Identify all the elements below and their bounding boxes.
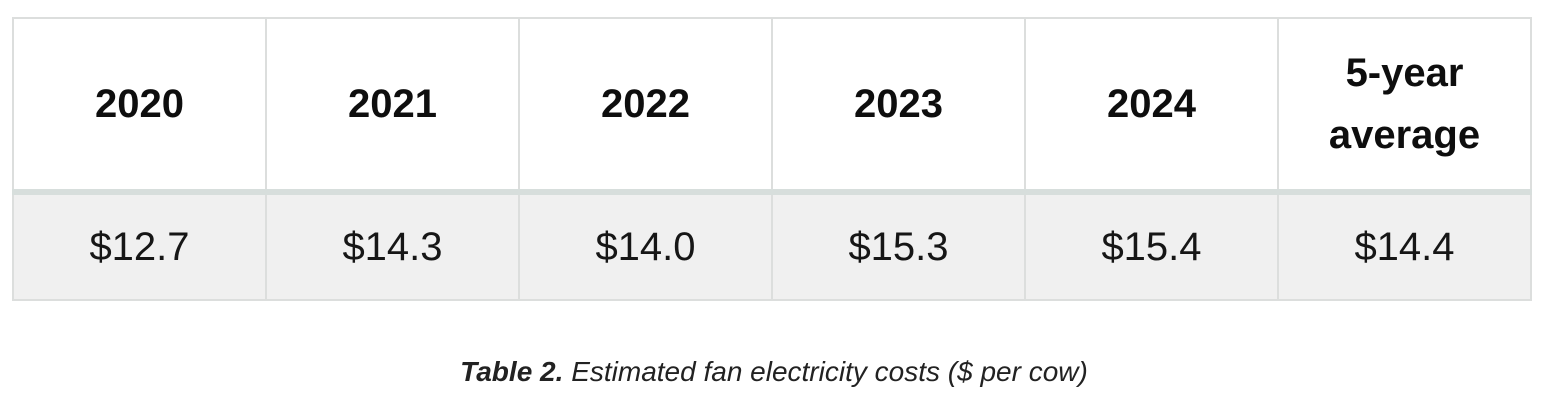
cell-2024: $15.4 bbox=[1024, 191, 1279, 301]
header-5-year-average: 5-year average bbox=[1277, 17, 1532, 195]
cell-5-year-average: $14.4 bbox=[1277, 191, 1532, 301]
cell-2023: $15.3 bbox=[771, 191, 1026, 301]
header-2023: 2023 bbox=[771, 17, 1026, 195]
header-2021: 2021 bbox=[265, 17, 520, 195]
table-caption: Table 2. Estimated fan electricity costs… bbox=[0, 356, 1548, 388]
table-container: 2020 2021 2022 2023 2024 5-year average … bbox=[12, 17, 1532, 301]
cell-2021: $14.3 bbox=[265, 191, 520, 301]
table-header-row: 2020 2021 2022 2023 2024 5-year average bbox=[12, 17, 1532, 195]
cell-2020: $12.7 bbox=[12, 191, 267, 301]
header-2022: 2022 bbox=[518, 17, 773, 195]
caption-text: Estimated fan electricity costs ($ per c… bbox=[571, 356, 1088, 387]
caption-label: Table 2. bbox=[460, 356, 564, 387]
header-2024: 2024 bbox=[1024, 17, 1279, 195]
cell-2022: $14.0 bbox=[518, 191, 773, 301]
header-2020: 2020 bbox=[12, 17, 267, 195]
table-row: $12.7 $14.3 $14.0 $15.3 $15.4 $14.4 bbox=[12, 191, 1532, 301]
fan-electricity-cost-table: 2020 2021 2022 2023 2024 5-year average … bbox=[12, 17, 1532, 301]
